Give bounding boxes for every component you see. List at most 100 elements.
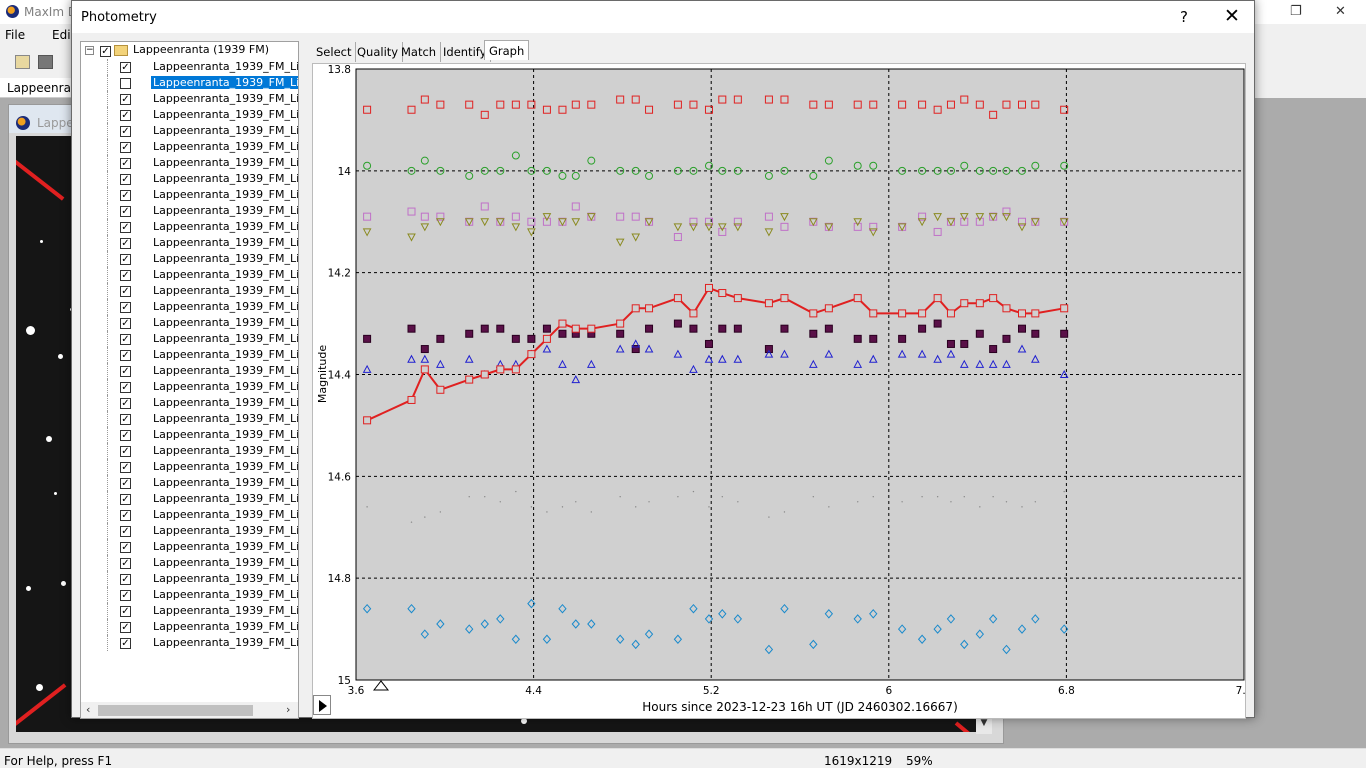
tree-item-label: Lappeenranta_1939_FM_Light (153, 476, 299, 489)
tree-item-checkbox[interactable]: ✓ (120, 542, 131, 553)
tree-item-checkbox[interactable]: ✓ (120, 638, 131, 649)
tree-item[interactable]: ✓ Lappeenranta_1939_FM_Light (81, 235, 298, 251)
dialog-close-button[interactable]: ✕ (1224, 5, 1240, 27)
tree-root[interactable]: − ✓ Lappeenranta (1939 FM) (81, 42, 298, 59)
tree-item[interactable]: ✓ Lappeenranta_1939_FM_Light (81, 571, 298, 587)
tree-item-checkbox[interactable]: ✓ (120, 110, 131, 121)
time-marker-icon[interactable] (372, 680, 390, 691)
tree-item[interactable]: ✓ Lappeenranta_1939_FM_Light (81, 395, 298, 411)
tree-item[interactable]: ✓ Lappeenranta_1939_FM_Light (81, 267, 298, 283)
tree-item[interactable]: ✓ Lappeenranta_1939_FM_Light (81, 443, 298, 459)
help-button[interactable]: ? (1180, 8, 1188, 26)
tree-item-checkbox[interactable]: ✓ (120, 254, 131, 265)
tree-item[interactable]: ✓ Lappeenranta_1939_FM_Light (81, 475, 299, 491)
tab-graph[interactable]: Graph (484, 40, 530, 60)
tree-item[interactable]: ✓ Lappeenranta_1939_FM_Light (81, 347, 298, 363)
menu-edit[interactable]: Edi (52, 28, 71, 42)
tree-item[interactable]: ✓ Lappeenranta_1939_FM_Light (81, 299, 298, 315)
tree-item-checkbox[interactable]: ✓ (120, 62, 131, 73)
tree-item-checkbox[interactable] (120, 78, 131, 89)
tree-item[interactable]: ✓ Lappeenranta_1939_FM_Light (81, 139, 298, 155)
menu-file[interactable]: File (5, 28, 26, 42)
tree-item-checkbox[interactable]: ✓ (120, 590, 131, 601)
tree-item[interactable]: ✓ Lappeenranta_1939_FM_Light (81, 523, 298, 539)
data-point-square (933, 105, 942, 114)
tree-item-checkbox[interactable]: ✓ (120, 510, 131, 521)
tree-item[interactable]: ✓ Lappeenranta_1939_FM_Light (81, 251, 298, 267)
tab-quality[interactable]: Quality (353, 42, 404, 62)
tree-item-checkbox[interactable]: ✓ (120, 206, 131, 217)
tree-horizontal-scrollbar[interactable]: ‹ › (81, 702, 298, 718)
restore-icon[interactable]: ❐ (1290, 4, 1302, 19)
tree-item[interactable]: ✓ Lappeenranta_1939_FM_Light (81, 379, 298, 395)
tree-item-checkbox[interactable]: ✓ (120, 174, 131, 185)
tree-item-checkbox[interactable]: ✓ (120, 302, 131, 313)
tree-item[interactable]: ✓ Lappeenranta_1939_FM_Light (81, 315, 298, 331)
collapse-icon[interactable]: − (85, 45, 94, 55)
scroll-down-arrow[interactable]: ▼ (976, 718, 992, 734)
tree-item-checkbox[interactable]: ✓ (120, 606, 131, 617)
tab-match[interactable]: Match (397, 42, 442, 62)
tree-item[interactable]: ✓ Lappeenranta_1939_FM_Light (81, 363, 298, 379)
tree-item-checkbox[interactable]: ✓ (120, 366, 131, 377)
tree-item[interactable]: ✓ Lappeenranta_1939_FM_Light (81, 427, 298, 443)
tree-item[interactable]: Lappeenranta_1939_FM_Light (81, 75, 298, 91)
tree-item-checkbox[interactable]: ✓ (120, 286, 131, 297)
tree-item[interactable]: ✓ Lappeenranta_1939_FM_Light (81, 91, 298, 107)
tree-item[interactable]: ✓ Lappeenranta_1939_FM_Light (81, 203, 298, 219)
tree-item-checkbox[interactable]: ✓ (120, 462, 131, 473)
tree-item[interactable]: ✓ Lappeenranta_1939_FM_Light (81, 171, 298, 187)
tree-item-checkbox[interactable]: ✓ (120, 398, 131, 409)
tree-item-checkbox[interactable]: ✓ (120, 238, 131, 249)
tree-item-checkbox[interactable]: ✓ (120, 574, 131, 585)
tree-item[interactable]: ✓ Lappeenranta_1939_FM_Light (81, 331, 298, 347)
tree-item-checkbox[interactable]: ✓ (120, 382, 131, 393)
tree-item[interactable]: ✓ Lappeenranta_1939_FM_Light (81, 155, 298, 171)
scrollbar-thumb[interactable] (98, 705, 253, 716)
tree-item[interactable]: ✓ Lappeenranta_1939_FM_Light (81, 283, 298, 299)
tree-item[interactable]: ✓ Lappeenranta_1939_FM_Light (81, 411, 298, 427)
tree-item-checkbox[interactable]: ✓ (120, 334, 131, 345)
tab-select[interactable]: Select (312, 42, 357, 62)
tree-item[interactable]: ✓ Lappeenranta_1939_FM_Light (81, 635, 298, 651)
tree-item-checkbox[interactable]: ✓ (120, 446, 131, 457)
tree-item[interactable]: ✓ Lappeenranta_1939_FM_Light (81, 491, 298, 507)
scroll-left-icon[interactable]: ‹ (86, 703, 91, 716)
app-close-icon[interactable]: ✕ (1335, 4, 1346, 19)
tree-item[interactable]: ✓ Lappeenranta_1939_FM_Light (81, 539, 298, 555)
document-tab[interactable]: Lappeenrar (0, 78, 80, 98)
light-curve-chart[interactable]: 3.6 4.4 5.2 6 6.8 7.6 13.8 14 14.2 14.4 14.6 14.8 15… (313, 64, 1253, 718)
tree-item-checkbox[interactable]: ✓ (120, 158, 131, 169)
tree-item[interactable]: ✓ Lappeenranta_1939_FM_Light (81, 555, 298, 571)
scroll-right-icon[interactable]: › (286, 703, 291, 716)
tree-item[interactable]: ✓ Lappeenranta_1939_FM_Light (81, 123, 298, 139)
tree-item-checkbox[interactable]: ✓ (120, 430, 131, 441)
tree-item-checkbox[interactable]: ✓ (120, 190, 131, 201)
tree-item-checkbox[interactable]: ✓ (120, 222, 131, 233)
open-icon[interactable] (15, 55, 30, 69)
tree-item-checkbox[interactable]: ✓ (120, 494, 131, 505)
tree-item[interactable]: ✓ Lappeenranta_1939_FM_Light (81, 219, 298, 235)
tree-item[interactable]: ✓ Lappeenranta_1939_FM_Light (81, 587, 298, 603)
root-checkbox[interactable]: ✓ (100, 46, 111, 57)
tree-item[interactable]: ✓ Lappeenranta_1939_FM_Light (81, 603, 298, 619)
tree-item[interactable]: ✓ Lappeenranta_1939_FM_Light (81, 107, 298, 123)
tree-item-checkbox[interactable]: ✓ (120, 94, 131, 105)
save-icon[interactable] (38, 55, 53, 69)
tree-item[interactable]: ✓ Lappeenranta_1939_FM_Light (81, 619, 298, 635)
tree-item-checkbox[interactable]: ✓ (120, 414, 131, 425)
tree-item-checkbox[interactable]: ✓ (120, 126, 131, 137)
tree-item[interactable]: ✓ Lappeenranta_1939_FM_Light (81, 507, 298, 523)
tree-item-checkbox[interactable]: ✓ (120, 350, 131, 361)
tree-item-checkbox[interactable]: ✓ (120, 142, 131, 153)
tree-item-checkbox[interactable]: ✓ (120, 526, 131, 537)
tree-item-checkbox[interactable]: ✓ (120, 270, 131, 281)
tree-item-checkbox[interactable]: ✓ (120, 622, 131, 633)
play-button[interactable] (313, 695, 331, 715)
tree-item-checkbox[interactable]: ✓ (120, 318, 131, 329)
tree-item[interactable]: ✓ Lappeenranta_1939_FM_Light (81, 187, 298, 203)
tree-item-checkbox[interactable]: ✓ (120, 478, 131, 489)
tree-item[interactable]: ✓ Lappeenranta_1939_FM_Light (81, 59, 298, 75)
tree-item-checkbox[interactable]: ✓ (120, 558, 131, 569)
tree-item[interactable]: ✓ Lappeenranta_1939_FM_Light (81, 459, 298, 475)
